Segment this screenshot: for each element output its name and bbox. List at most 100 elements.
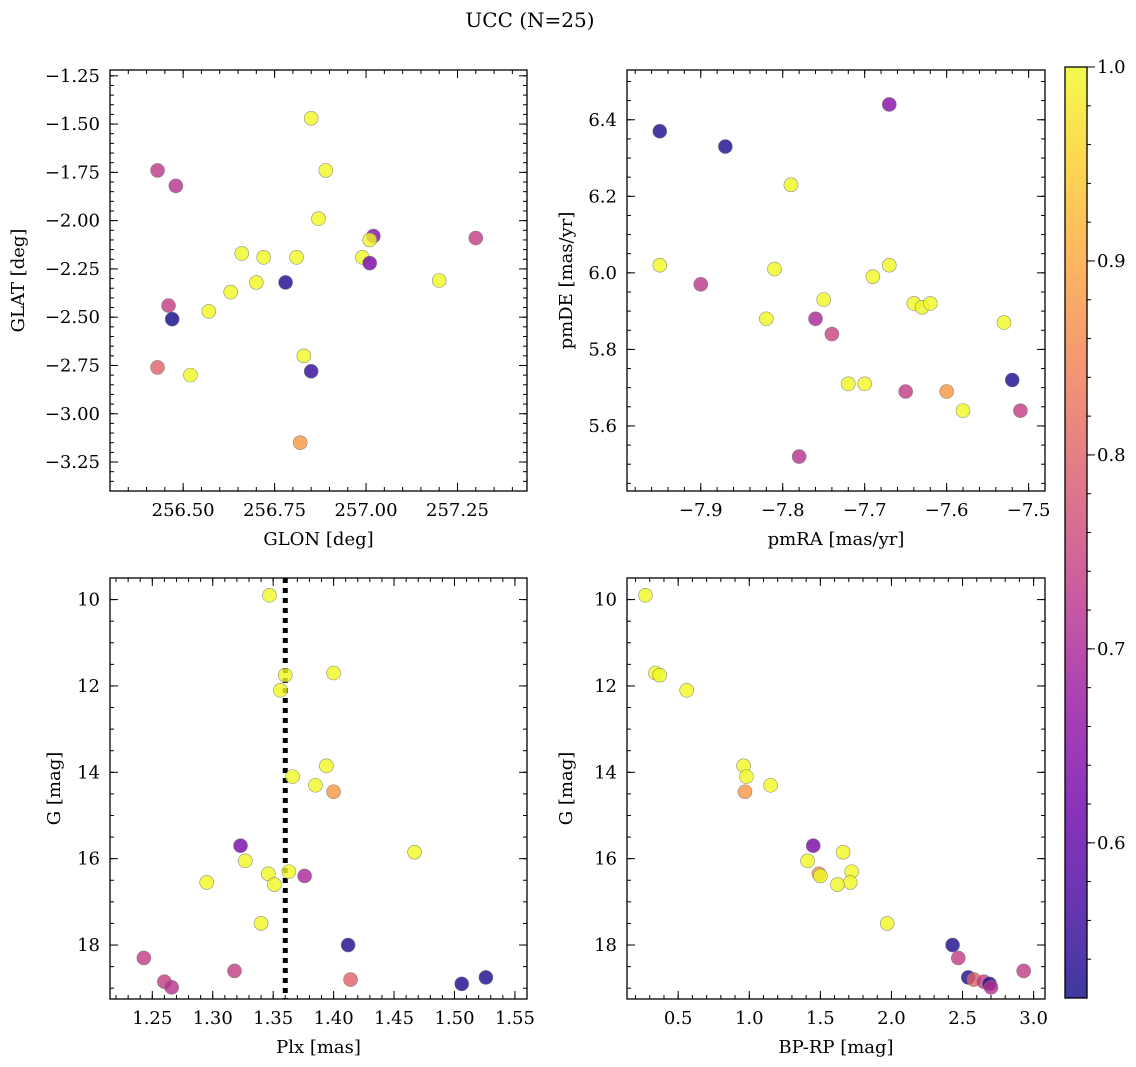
x-tick-label: 1.35 bbox=[253, 1008, 293, 1029]
data-point bbox=[865, 269, 881, 284]
data-point bbox=[183, 367, 198, 383]
data-point bbox=[898, 384, 913, 399]
y-tick-label: 10 bbox=[594, 590, 617, 611]
data-point bbox=[227, 963, 242, 979]
data-point bbox=[881, 97, 897, 112]
y-tick-label: 18 bbox=[594, 935, 617, 956]
x-tick-label: 1.25 bbox=[132, 1008, 172, 1029]
x-tick-label: 1.0 bbox=[735, 1008, 764, 1029]
data-point bbox=[262, 587, 277, 603]
data-point bbox=[273, 682, 288, 698]
data-point bbox=[292, 435, 308, 451]
data-point bbox=[805, 838, 821, 854]
ticks bbox=[109, 70, 527, 492]
panel-4: 0.5 1.0 1.5 2.0 2.5 3.0 10 12 14 16 18 BP-RP [mag] G… bbox=[556, 577, 1048, 1058]
data-point bbox=[311, 211, 326, 227]
data-point bbox=[652, 257, 668, 273]
y-tick-label: 6.0 bbox=[588, 263, 617, 284]
data-point bbox=[289, 250, 304, 265]
y-axis-label: GLAT [deg] bbox=[8, 229, 29, 333]
data-point bbox=[718, 139, 733, 154]
data-point bbox=[362, 255, 378, 271]
y-tick-label: 6.2 bbox=[588, 186, 617, 207]
data-point bbox=[824, 326, 840, 342]
data-point bbox=[835, 844, 851, 860]
y-axis-label: G [mag] bbox=[556, 752, 577, 825]
points bbox=[150, 110, 484, 451]
colorbar-tick-label: 0.7 bbox=[1097, 639, 1126, 660]
data-point bbox=[326, 665, 341, 681]
data-point bbox=[150, 360, 165, 375]
x-tick-label: 256.75 bbox=[243, 500, 306, 521]
y-tick-label: 16 bbox=[594, 849, 617, 870]
x-tick-label: 257.00 bbox=[335, 500, 398, 521]
data-point bbox=[879, 916, 895, 931]
y-tick-label: 12 bbox=[77, 676, 100, 697]
data-point bbox=[281, 864, 297, 879]
data-point bbox=[922, 296, 938, 311]
data-point bbox=[1016, 963, 1031, 979]
x-tick-label: 1.45 bbox=[374, 1008, 414, 1029]
data-point bbox=[1004, 372, 1020, 388]
data-point bbox=[296, 348, 312, 364]
y-axis-label: pmDE [mas/yr] bbox=[556, 212, 577, 350]
y-tick-label: 14 bbox=[594, 762, 617, 783]
x-tick-label: −7.5 bbox=[1007, 500, 1051, 521]
x-axis-label: GLON [deg] bbox=[263, 529, 373, 550]
data-point bbox=[234, 246, 249, 261]
panel-3: 1.25 1.30 1.35 1.40 1.45 1.50 1.55 10 12 14 16 18 Pl… bbox=[44, 577, 535, 1058]
data-point bbox=[164, 311, 180, 327]
data-point bbox=[308, 777, 323, 793]
ticks bbox=[627, 577, 1045, 999]
points bbox=[652, 97, 1028, 464]
data-point bbox=[468, 230, 484, 246]
y-axis-label: G [mag] bbox=[44, 752, 65, 825]
colorbar-tick-label: 0.9 bbox=[1097, 251, 1126, 272]
y-tick-label: −2.75 bbox=[45, 355, 100, 376]
data-point bbox=[407, 844, 422, 860]
data-point bbox=[431, 273, 447, 288]
data-point bbox=[950, 950, 966, 966]
data-point bbox=[454, 976, 470, 992]
y-tick-label: −1.50 bbox=[45, 114, 100, 135]
x-tick-label: 0.5 bbox=[664, 1008, 693, 1029]
data-point bbox=[297, 868, 312, 884]
data-point bbox=[693, 277, 709, 292]
data-point bbox=[340, 937, 356, 953]
x-axis-label: BP-RP [mag] bbox=[778, 1037, 893, 1058]
y-tick-label: −2.25 bbox=[45, 259, 100, 280]
data-point bbox=[939, 384, 954, 399]
axes-frame bbox=[626, 577, 1046, 1000]
colorbar-tick-label: 0.6 bbox=[1097, 833, 1126, 854]
x-tick-label: 1.5 bbox=[806, 1008, 835, 1029]
y-tick-label: 6.4 bbox=[588, 110, 617, 131]
data-point bbox=[267, 877, 282, 892]
data-point bbox=[800, 853, 815, 869]
x-tick-label: −7.7 bbox=[843, 500, 887, 521]
data-point bbox=[303, 110, 319, 126]
y-tick-label: 12 bbox=[594, 676, 617, 697]
ticks bbox=[110, 577, 528, 999]
data-point bbox=[343, 972, 358, 987]
data-point bbox=[161, 298, 176, 313]
y-tick-label: 5.8 bbox=[588, 339, 617, 360]
data-point bbox=[791, 449, 807, 464]
colorbar-tick-label: 1.0 bbox=[1097, 57, 1126, 78]
x-tick-label: −7.9 bbox=[679, 500, 723, 521]
panel-1: 256.50 256.75 257.00 257.25 −1.25 −1.50 −1.75 −… bbox=[8, 66, 528, 550]
x-tick-label: 1.50 bbox=[434, 1008, 474, 1029]
data-point bbox=[168, 178, 184, 194]
data-point bbox=[983, 980, 999, 995]
data-point bbox=[223, 284, 239, 300]
y-tick-label: −2.50 bbox=[45, 307, 100, 328]
panel-2: −7.9 −7.8 −7.7 −7.6 −7.5 5.6 5.8 6.0 6.2 6.4 pmRA … bbox=[556, 69, 1051, 550]
data-point bbox=[840, 376, 856, 392]
data-point bbox=[164, 980, 179, 995]
x-tick-label: 1.40 bbox=[314, 1008, 354, 1029]
data-point bbox=[763, 777, 778, 793]
data-point bbox=[318, 163, 334, 178]
data-point bbox=[249, 275, 264, 290]
data-point bbox=[638, 587, 653, 603]
x-axis-label: Plx [mas] bbox=[276, 1037, 361, 1058]
